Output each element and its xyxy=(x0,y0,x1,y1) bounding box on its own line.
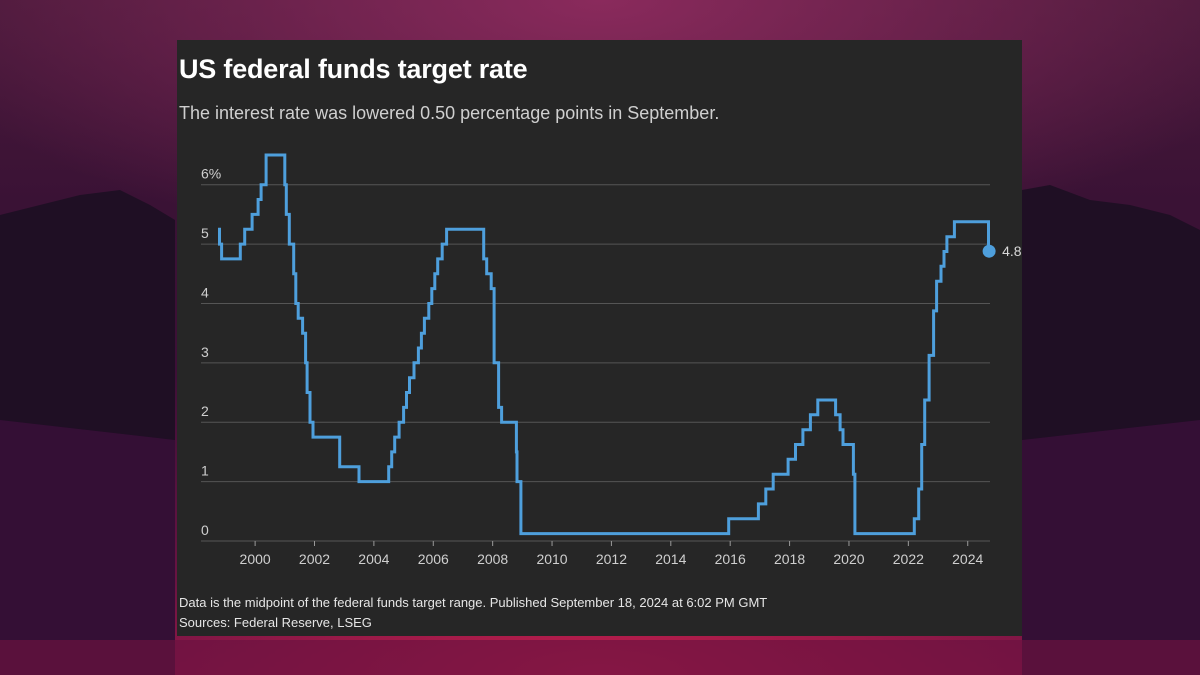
gridlines xyxy=(201,184,990,542)
chart-card: US federal funds target rate The interes… xyxy=(177,40,1022,636)
x-tick-label: 2006 xyxy=(418,551,449,567)
x-tick-label: 2012 xyxy=(596,551,627,567)
end-point-label: 4.88 xyxy=(1002,243,1022,259)
x-tick-label: 2010 xyxy=(536,551,567,567)
x-tick-label: 2002 xyxy=(299,551,330,567)
x-tick-label: 2004 xyxy=(358,551,389,567)
series-line-0 xyxy=(218,153,990,536)
x-tick-label: 2022 xyxy=(893,551,924,567)
chart-source: Sources: Federal Reserve, LSEG xyxy=(179,615,372,630)
x-tick-label: 2018 xyxy=(774,551,805,567)
y-tick-label: 2 xyxy=(201,403,209,419)
y-axis-ticks: 0 1 2 3 4 5 6% xyxy=(201,166,221,538)
annotations: 4.88 xyxy=(982,243,1022,259)
y-tick-label: 6% xyxy=(201,166,221,182)
y-tick-label: 0 xyxy=(201,522,209,538)
y-tick-label: 1 xyxy=(201,463,209,479)
x-tick-label: 2000 xyxy=(240,551,271,567)
x-tick-label: 2008 xyxy=(477,551,508,567)
end-point-marker xyxy=(982,244,996,258)
y-tick-label: 5 xyxy=(201,225,209,241)
x-tick-label: 2024 xyxy=(952,551,983,567)
chart-subtitle: The interest rate was lowered 0.50 perce… xyxy=(179,103,720,123)
chart-note: Data is the midpoint of the federal fund… xyxy=(179,595,768,610)
x-tick-label: 2020 xyxy=(833,551,864,567)
x-axis-ticks: 2000 2002 2004 2006 2008 2010 2012 2014 2016 2018… xyxy=(240,541,984,567)
series xyxy=(218,153,990,536)
chart-title: US federal funds target rate xyxy=(179,54,528,84)
y-tick-label: 4 xyxy=(201,284,209,300)
line-chart: 0 1 2 3 4 5 6% 2000 2002 2004 2006 2008 2010 2012 201… xyxy=(201,153,1022,567)
x-tick-label: 2014 xyxy=(655,551,686,567)
y-tick-label: 3 xyxy=(201,344,209,360)
x-tick-label: 2016 xyxy=(715,551,746,567)
